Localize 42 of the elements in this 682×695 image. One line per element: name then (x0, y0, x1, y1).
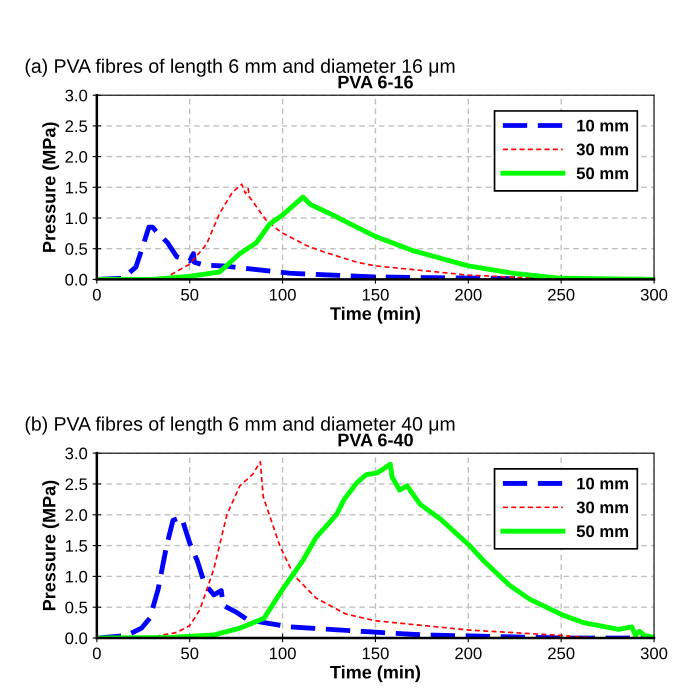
x-tick-label: 250 (548, 288, 574, 301)
y-tick-label: 2.0 (65, 509, 88, 521)
x-tick-label: 300 (640, 647, 668, 660)
y-axis-title: Pressure (MPa) (42, 480, 60, 610)
text: (b) PVA fibres of length 6 mm and diameter 40 μm (26, 416, 454, 435)
chart-title: PVA 6-16 (338, 76, 413, 88)
legend-label: 30 mm (576, 502, 628, 514)
legend-label: 30 mm (576, 144, 628, 156)
y-tick-label: 2.5 (65, 120, 88, 132)
x-axis-title: Time (min) (330, 306, 420, 324)
y-tick-label: 3.0 (65, 448, 88, 460)
x-tick-label: 150 (362, 647, 389, 660)
y-tick-label: 1.0 (66, 570, 88, 583)
x-tick-label: 250 (548, 647, 574, 660)
x-axis-title: Time (min) (330, 665, 420, 682)
chart-title: PVA 6-40 (338, 434, 413, 446)
x-tick-label: 0 (92, 288, 101, 301)
y-tick-label: 0.0 (65, 632, 88, 644)
text: (a) PVA fibres of length 6 mm and diameter 16 μm (26, 58, 454, 77)
legend-label: 10 mm (577, 120, 628, 132)
x-tick-label: 50 (181, 288, 198, 301)
y-tick-label: 0.0 (65, 274, 88, 286)
x-tick-label: 100 (270, 288, 296, 301)
x-tick-label: 0 (92, 647, 101, 660)
y-tick-label: 0.5 (65, 602, 88, 614)
y-tick-label: 2.0 (65, 151, 88, 163)
x-tick-label: 200 (455, 288, 482, 301)
y-tick-label: 2.5 (65, 478, 88, 490)
x-tick-label: 300 (640, 288, 668, 301)
y-tick-label: 1.5 (66, 540, 88, 552)
legend-label: 50 mm (576, 525, 628, 538)
x-tick-label: 50 (181, 647, 198, 660)
y-tick-label: 1.5 (66, 182, 88, 194)
legend-label: 50 mm (576, 167, 628, 180)
x-tick-label: 150 (362, 288, 389, 301)
y-tick-label: 1.0 (66, 212, 88, 224)
legend-label: 10 mm (577, 478, 628, 490)
y-axis-title: Pressure (MPa) (42, 122, 60, 252)
x-tick-label: 200 (455, 647, 482, 660)
y-tick-label: 0.5 (65, 243, 88, 255)
y-tick-label: 3.0 (65, 90, 88, 102)
x-tick-label: 100 (270, 647, 296, 660)
